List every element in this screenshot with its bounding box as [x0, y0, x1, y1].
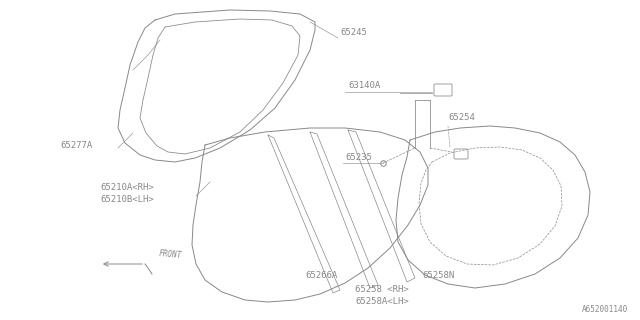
Text: 63140A: 63140A — [348, 81, 380, 90]
Text: 65245: 65245 — [340, 28, 367, 37]
Text: 65266A: 65266A — [305, 271, 337, 280]
Text: 65235: 65235 — [345, 153, 372, 162]
Text: FRONT: FRONT — [158, 249, 182, 260]
Text: 65277A: 65277A — [60, 141, 92, 150]
Text: 65258 <RH>: 65258 <RH> — [355, 285, 409, 294]
Text: 65258A<LH>: 65258A<LH> — [355, 297, 409, 306]
Text: 65210A<RH>: 65210A<RH> — [100, 183, 154, 192]
Text: 65210B<LH>: 65210B<LH> — [100, 195, 154, 204]
Text: 65258N: 65258N — [422, 271, 454, 280]
Text: A652001140: A652001140 — [582, 305, 628, 314]
Text: 65254: 65254 — [448, 113, 475, 122]
